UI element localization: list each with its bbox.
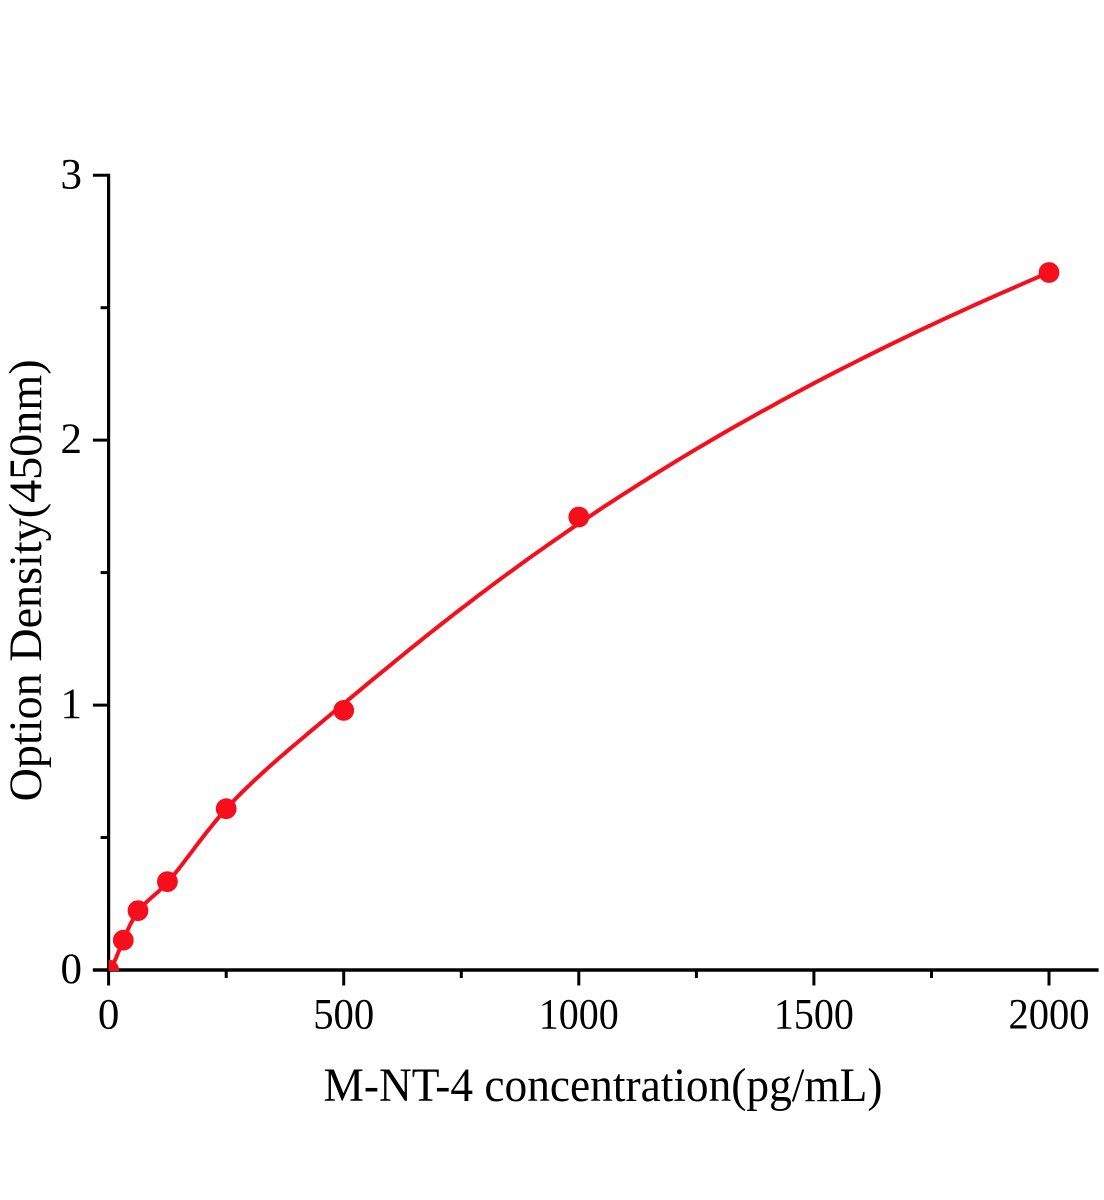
svg-text:0: 0	[61, 946, 83, 993]
svg-text:500: 500	[313, 992, 374, 1039]
svg-text:1000: 1000	[539, 992, 619, 1039]
svg-text:1: 1	[61, 681, 83, 728]
svg-text:2000: 2000	[1009, 992, 1090, 1039]
svg-text:2: 2	[61, 416, 83, 463]
svg-text:1500: 1500	[774, 992, 854, 1039]
svg-text:M-NT-4 concentration(pg/mL): M-NT-4 concentration(pg/mL)	[324, 1059, 883, 1112]
svg-text:3: 3	[61, 151, 83, 198]
svg-text:Option Density(450nm): Option Density(450nm)	[0, 359, 52, 801]
svg-text:0: 0	[98, 992, 120, 1039]
